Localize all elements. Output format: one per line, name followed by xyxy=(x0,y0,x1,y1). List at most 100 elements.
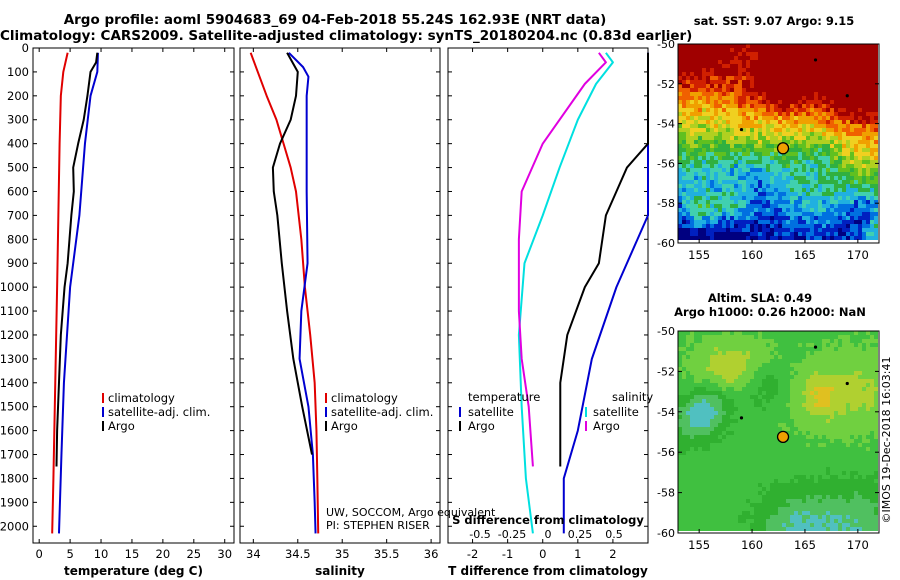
map-cell xyxy=(790,491,794,495)
map-cell xyxy=(786,136,790,140)
map-cell xyxy=(750,96,754,100)
map-cell xyxy=(742,383,746,387)
map-cell xyxy=(746,443,750,447)
map-cell xyxy=(750,196,754,200)
map-cell xyxy=(850,347,854,351)
map-cell xyxy=(786,168,790,172)
map-cell xyxy=(846,387,850,391)
map-cell xyxy=(874,92,878,96)
map-cell xyxy=(826,172,830,176)
map-cell xyxy=(730,391,734,395)
map-cell xyxy=(698,507,702,511)
map-cell xyxy=(790,367,794,371)
map-cell xyxy=(726,212,730,216)
map-cell xyxy=(770,208,774,212)
map-cell xyxy=(690,168,694,172)
map-cell xyxy=(714,463,718,467)
map-cell xyxy=(754,160,758,164)
map-cell xyxy=(854,391,858,395)
map-cell xyxy=(790,192,794,196)
map-cell xyxy=(702,371,706,375)
map-cell xyxy=(714,355,718,359)
map-cell xyxy=(794,351,798,355)
map-cell xyxy=(814,395,818,399)
map-cell xyxy=(770,200,774,204)
series-line xyxy=(559,52,649,467)
map-cell xyxy=(850,216,854,220)
map-cell xyxy=(750,431,754,435)
map-cell xyxy=(758,511,762,515)
map-cell xyxy=(826,379,830,383)
map-sst xyxy=(677,43,880,244)
map-cell xyxy=(730,423,734,427)
map-cell xyxy=(814,403,818,407)
map-cell xyxy=(754,347,758,351)
map-cell xyxy=(834,216,838,220)
map-cell xyxy=(766,168,770,172)
map-cell xyxy=(742,232,746,236)
map-cell xyxy=(742,431,746,435)
map-cell xyxy=(826,431,830,435)
map-cell xyxy=(710,68,714,72)
map-cell xyxy=(778,371,782,375)
map-cell xyxy=(702,379,706,383)
map-cell xyxy=(778,367,782,371)
map-cell xyxy=(830,387,834,391)
map-cell xyxy=(758,96,762,100)
map-cell xyxy=(866,375,870,379)
map-cell xyxy=(794,435,798,439)
map-cell xyxy=(802,176,806,180)
map-cell xyxy=(690,232,694,236)
map-cell xyxy=(810,196,814,200)
map-cell xyxy=(818,411,822,415)
map-cell xyxy=(710,483,714,487)
map-cell xyxy=(826,331,830,335)
map-cell xyxy=(786,335,790,339)
map-cell xyxy=(846,343,850,347)
map-cell xyxy=(814,56,818,60)
map-cell xyxy=(718,395,722,399)
map-cell xyxy=(810,120,814,124)
map-cell xyxy=(718,180,722,184)
map-cell xyxy=(798,467,802,471)
map-cell xyxy=(710,112,714,116)
map-cell xyxy=(710,44,714,48)
map-cell xyxy=(810,507,814,511)
map-cell xyxy=(698,188,702,192)
map-cell xyxy=(834,224,838,228)
map-cell xyxy=(754,499,758,503)
map-cell xyxy=(710,439,714,443)
map-cell xyxy=(726,228,730,232)
map-cell xyxy=(798,419,802,423)
map-cell xyxy=(694,48,698,52)
map-cell xyxy=(838,96,842,100)
map-cell xyxy=(694,451,698,455)
map-cell xyxy=(830,447,834,451)
map-cell xyxy=(762,415,766,419)
map-cell xyxy=(738,415,742,419)
map-cell xyxy=(710,359,714,363)
map-cell xyxy=(770,184,774,188)
map-cell xyxy=(818,152,822,156)
map-cell xyxy=(870,455,874,459)
map-cell xyxy=(774,136,778,140)
map-cell xyxy=(694,427,698,431)
map-cell xyxy=(770,391,774,395)
map-cell xyxy=(830,148,834,152)
map-cell xyxy=(778,76,782,80)
map-cell xyxy=(734,196,738,200)
map-cell xyxy=(706,427,710,431)
map-cell xyxy=(766,371,770,375)
map-cell xyxy=(806,60,810,64)
map-cell xyxy=(770,479,774,483)
map-cell xyxy=(686,355,690,359)
map-cell xyxy=(758,387,762,391)
map-cell xyxy=(746,88,750,92)
map-cell xyxy=(874,184,878,188)
map-cell xyxy=(766,208,770,212)
map-cell xyxy=(834,176,838,180)
map-cell xyxy=(754,192,758,196)
map-cell xyxy=(718,399,722,403)
map-cell xyxy=(818,451,822,455)
map-cell xyxy=(690,128,694,132)
